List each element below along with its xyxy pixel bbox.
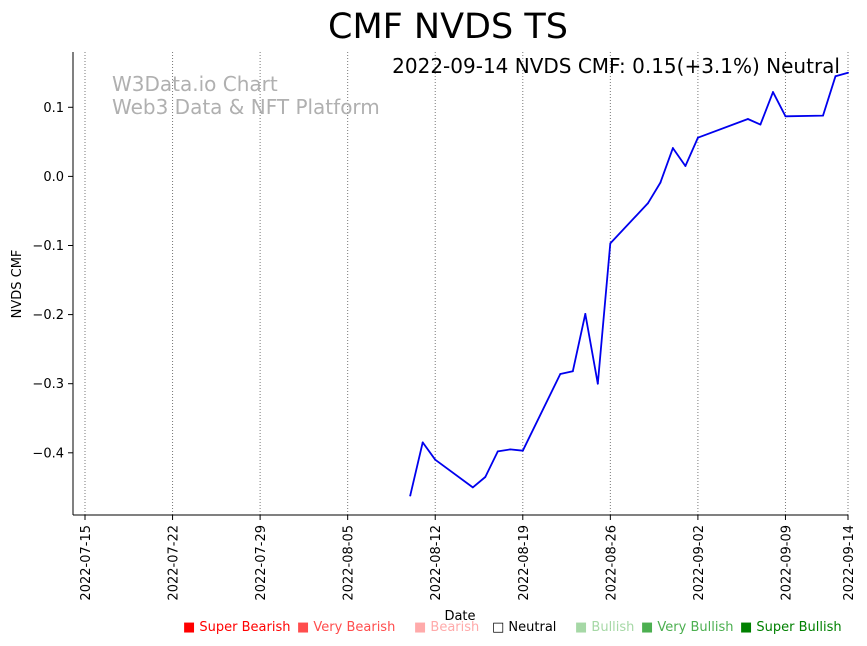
legend-very-bearish: ■ Very Bearish — [297, 620, 396, 635]
data-point-2022-09-02 — [697, 136, 699, 139]
x-tick-label-2022-09-02: 2022-09-02 — [692, 525, 707, 601]
watermark-line-1: W3Data.io Chart — [112, 72, 278, 96]
data-point-2022-09-13 — [834, 75, 837, 78]
latest-value-annotation: 2022-09-14 NVDS CMF: 0.15(+3.1%) Neutral — [392, 54, 840, 78]
y-tick-label-1: 0.0 — [43, 170, 64, 185]
legend-neutral: □ Neutral — [492, 620, 557, 635]
y-axis-label: NVDS CMF — [10, 250, 25, 319]
x-tick-label-2022-09-09: 2022-09-09 — [779, 525, 794, 601]
y-tick-label-5: −0.4 — [32, 446, 64, 461]
y-axis-ticks: 0.1 0.0 −0.1 −0.2 −0.3 −0.4 — [32, 101, 73, 461]
data-point-2022-09-09 — [784, 115, 787, 118]
data-point-2022-08-24 — [584, 313, 587, 315]
x-tick-label-2022-08-12: 2022-08-12 — [429, 525, 444, 601]
x-axis-label: Date — [444, 609, 475, 624]
grid-lines — [84, 52, 849, 515]
data-point-2022-09-06 — [747, 118, 749, 120]
series-line-0 — [409, 71, 849, 496]
data-point-2022-08-29 — [646, 202, 649, 205]
y-tick-label-3: −0.2 — [32, 308, 64, 323]
data-point-2022-09-01 — [684, 165, 687, 167]
data-point-2022-08-17 — [496, 450, 499, 453]
y-tick-label-2: −0.1 — [32, 239, 64, 254]
data-point-2022-08-16 — [484, 476, 487, 478]
x-tick-label-2022-07-15: 2022-07-15 — [79, 525, 94, 601]
data-point-2022-08-31 — [671, 147, 674, 149]
watermark-line-2: Web3 Data & NFT Platform — [112, 95, 380, 119]
x-tick-label-2022-07-22: 2022-07-22 — [167, 525, 182, 601]
x-axis-ticks: 2022-07-15 2022-07-22 2022-07-29 2022-08-05… — [79, 515, 857, 601]
data-point-2022-09-08 — [772, 91, 774, 93]
legend-very-bullish: ■ Very Bullish — [641, 620, 734, 635]
series-group — [409, 71, 849, 497]
data-point-2022-08-19 — [521, 449, 524, 452]
x-tick-label-2022-09-14: 2022-09-14 — [842, 525, 857, 601]
legend-super-bullish: ■ Super Bullish — [740, 620, 842, 635]
data-point-2022-09-14 — [847, 71, 849, 74]
legend-super-bearish: ■ Super Bearish — [183, 620, 291, 635]
data-point-2022-08-10 — [409, 494, 412, 497]
y-tick-label-4: −0.3 — [32, 377, 64, 392]
data-point-2022-09-12 — [822, 114, 824, 117]
data-point-2022-08-30 — [659, 181, 662, 184]
y-tick-label-0: 0.1 — [43, 101, 64, 116]
x-tick-label-2022-07-29: 2022-07-29 — [254, 525, 269, 601]
data-point-2022-08-15 — [471, 486, 474, 489]
x-tick-label-2022-08-05: 2022-08-05 — [342, 525, 357, 601]
x-tick-label-2022-08-19: 2022-08-19 — [517, 525, 532, 601]
legend-bearish: ■ Bearish — [414, 620, 480, 635]
data-point-2022-08-11 — [421, 441, 424, 444]
data-point-2022-08-25 — [596, 382, 599, 385]
data-point-2022-08-22 — [559, 373, 562, 375]
legend-bullish: ■ Bullish — [575, 620, 635, 635]
chart-title: CMF NVDS TS — [328, 7, 568, 47]
data-point-2022-08-26 — [609, 242, 612, 245]
data-point-2022-08-23 — [571, 370, 574, 373]
sentiment-legend: ■ Super Bearish ■ Very Bearish ■ Bearish… — [0, 620, 867, 640]
x-tick-label-2022-08-26: 2022-08-26 — [604, 525, 619, 601]
data-point-2022-08-18 — [509, 448, 512, 451]
data-point-2022-08-12 — [434, 458, 437, 461]
data-point-2022-09-07 — [759, 123, 762, 126]
